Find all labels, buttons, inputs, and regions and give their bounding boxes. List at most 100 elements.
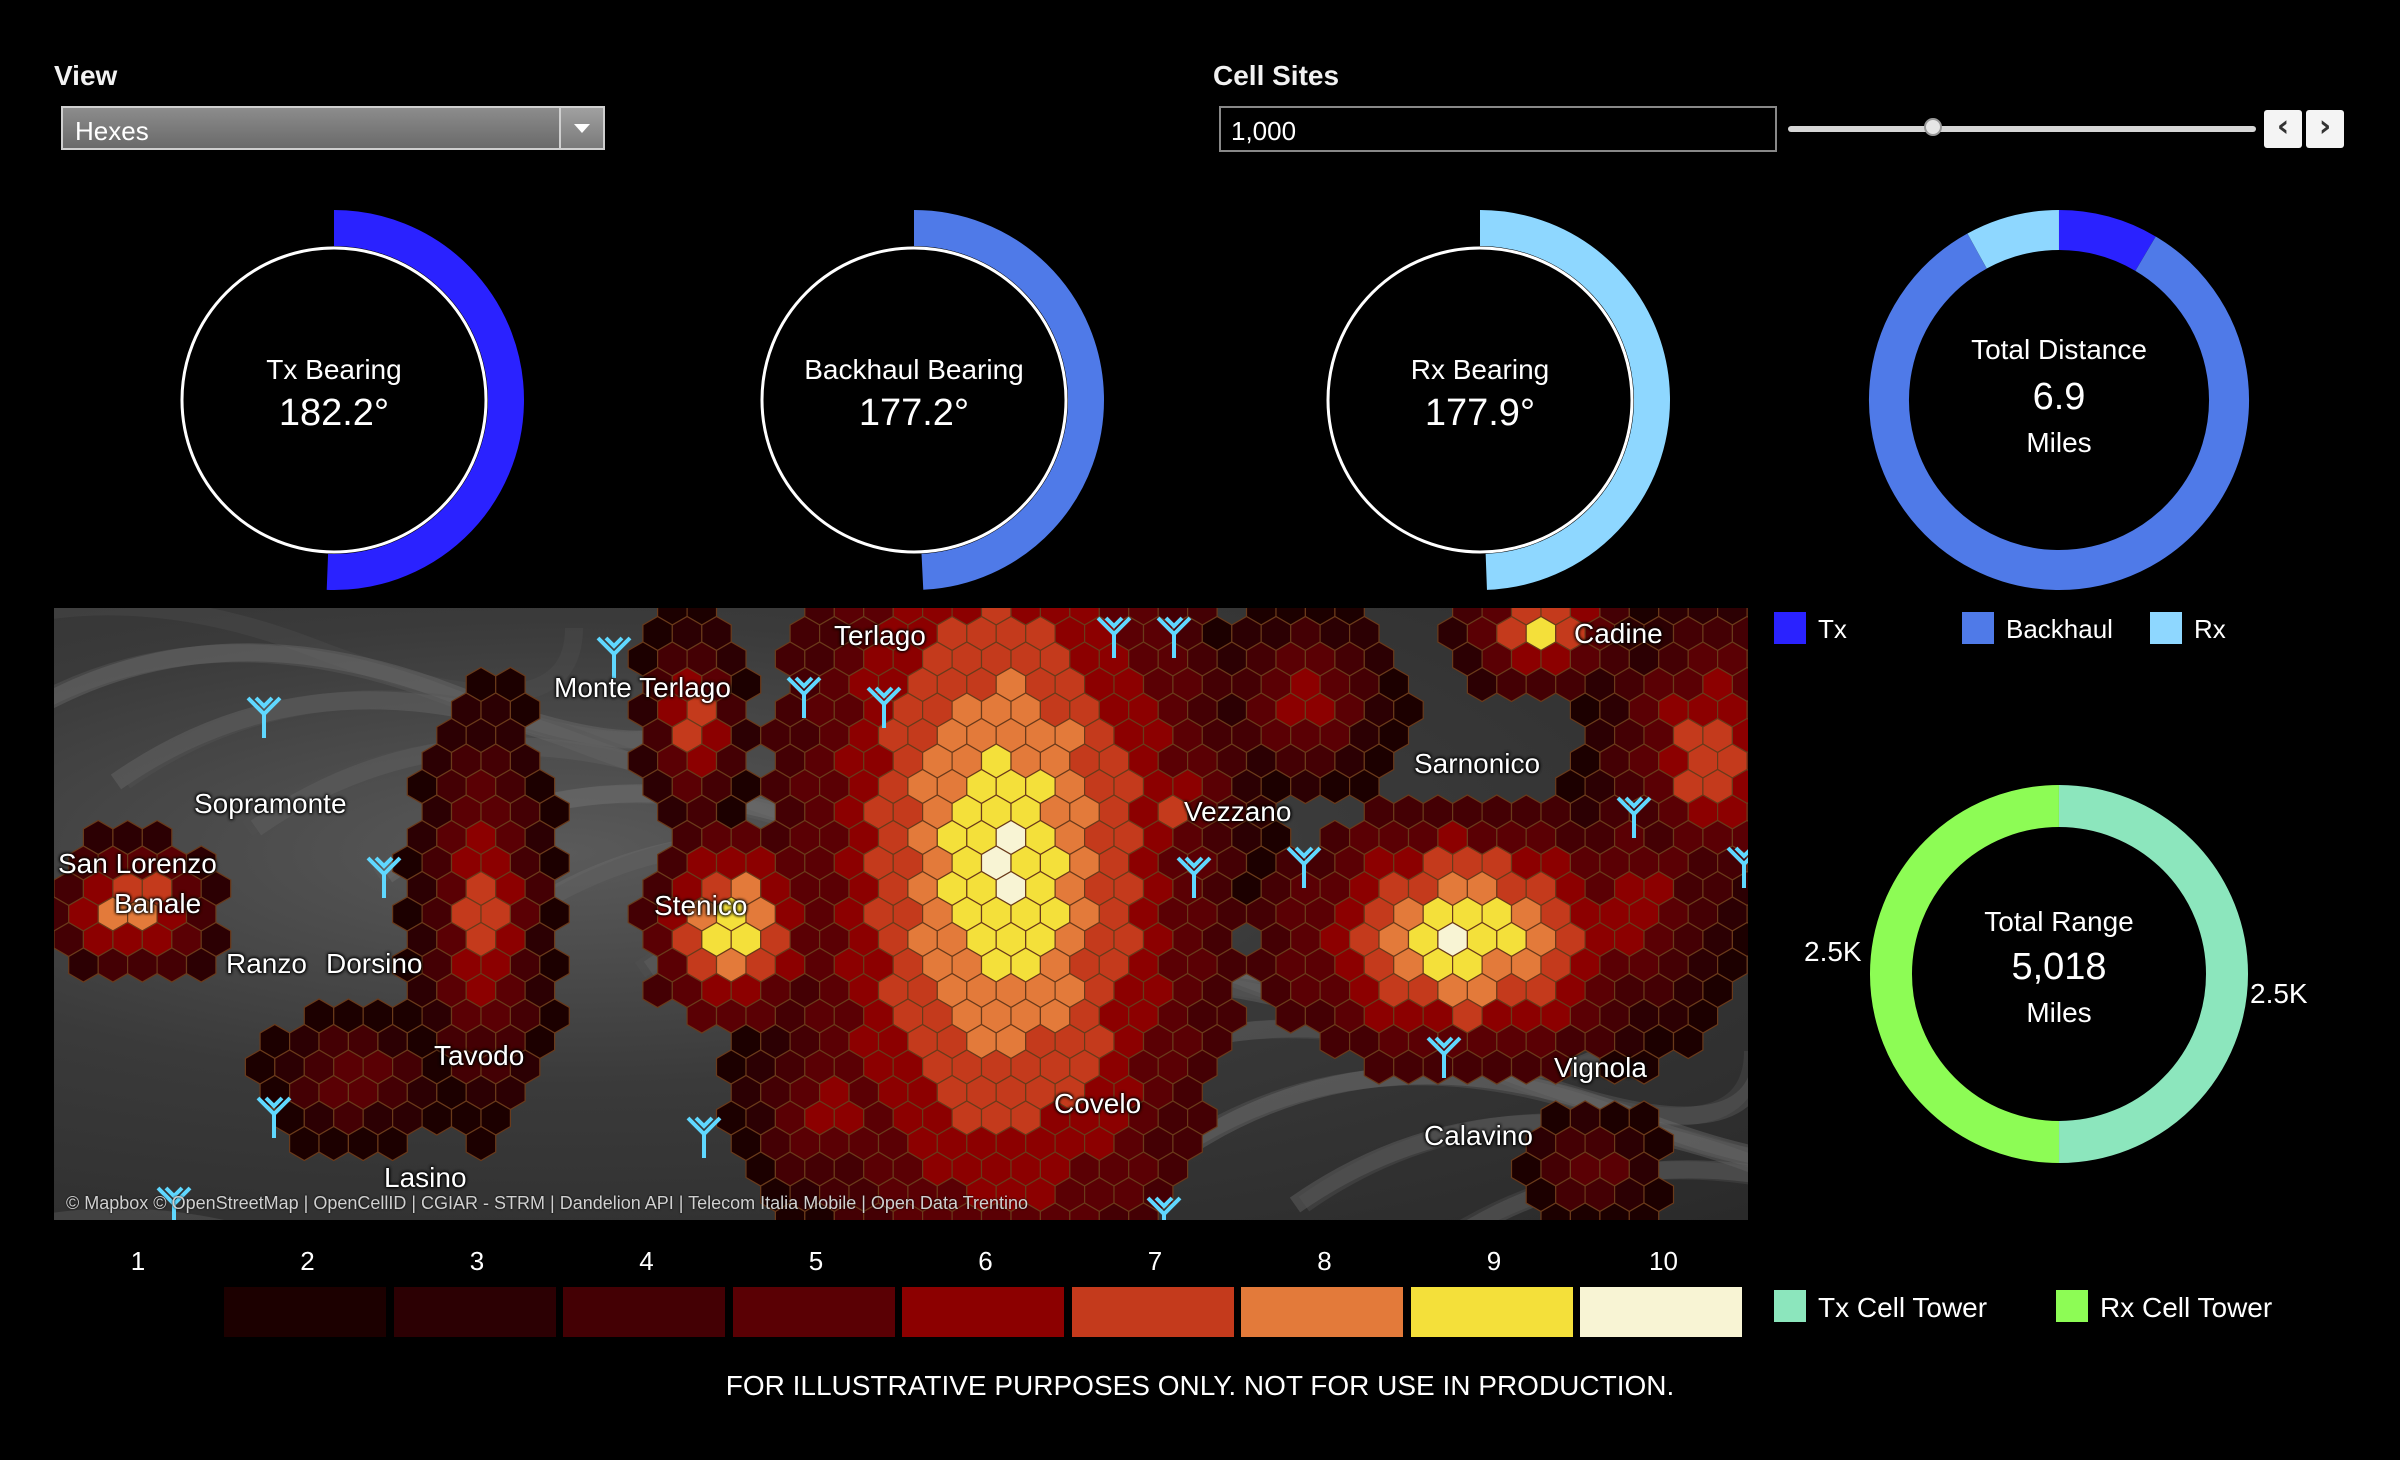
- scale-swatch: [902, 1287, 1064, 1337]
- hex-cell[interactable]: [980, 1202, 1012, 1220]
- hex-cell[interactable]: [951, 1202, 983, 1220]
- distance-segment: [1967, 210, 2060, 269]
- total-range-ring: [1870, 785, 2248, 1163]
- cell-tower-icon[interactable]: [1286, 846, 1322, 888]
- hex-cell[interactable]: [1098, 1202, 1130, 1220]
- place-label: Terlago: [834, 620, 926, 651]
- rx-bearing-value: 177.9°: [1424, 392, 1536, 434]
- hex-cell[interactable]: [1128, 1202, 1159, 1220]
- cell-tower-icon[interactable]: [686, 1116, 722, 1158]
- legend-label-tx: Tx: [1818, 614, 1847, 644]
- total-distance-readout: Total Distance 6.9 Miles: [1909, 334, 2209, 459]
- legend-label-rx: Rx: [2194, 614, 2226, 644]
- hex-cell[interactable]: [1010, 1202, 1042, 1220]
- cell-tower-icon[interactable]: [1616, 796, 1652, 838]
- view-select-value: Hexes: [75, 116, 149, 146]
- tx-bearing-readout: Tx Bearing 182.2°: [184, 354, 484, 435]
- cell-tower-icon[interactable]: [866, 686, 902, 728]
- chevron-left-icon[interactable]: ‹: [2264, 110, 2302, 148]
- tower-glyph: [1616, 796, 1652, 838]
- place-label: Cadine: [1574, 618, 1663, 649]
- map-attribution[interactable]: © Mapbox © OpenStreetMap | OpenCellID | …: [66, 1193, 1028, 1213]
- backhaul-bearing-title: Backhaul Bearing: [804, 354, 1024, 385]
- legend-label-tx-tower: Tx Cell Tower: [1818, 1292, 1988, 1323]
- cell-tower-icon[interactable]: [596, 636, 632, 678]
- cell-tower-icon[interactable]: [786, 676, 822, 718]
- tower-glyph: [246, 696, 282, 738]
- range-segment: [1870, 785, 2060, 1163]
- tower-glyph: [1286, 846, 1322, 888]
- hex-cell[interactable]: [804, 1202, 835, 1220]
- range-right-label: 2.5K: [2250, 978, 2308, 1009]
- hex-cell[interactable]: [1569, 1202, 1601, 1220]
- slider-thumb[interactable]: [1924, 118, 1943, 136]
- chevron-down-icon[interactable]: [559, 108, 603, 148]
- hex-cell[interactable]: [185, 947, 217, 983]
- legend-label-rx-tower: Rx Cell Tower: [2100, 1292, 2273, 1323]
- tower-glyph: [1726, 846, 1748, 888]
- tower-glyph: [786, 676, 822, 718]
- tower-glyph: [156, 1186, 192, 1220]
- cell-tower-icon[interactable]: [1426, 1036, 1462, 1078]
- cell-tower-icon[interactable]: [1096, 616, 1132, 658]
- distance-segment: [1869, 233, 2249, 590]
- cell-tower-icon[interactable]: [1146, 1196, 1182, 1220]
- hex-cell[interactable]: [863, 1202, 894, 1220]
- cell-tower-icon[interactable]: [366, 856, 402, 898]
- gauges-svg: [180, 210, 2249, 590]
- tower-glyph: [1146, 1196, 1182, 1220]
- rx-bearing-title: Rx Bearing: [1410, 354, 1550, 385]
- tower-glyph: [256, 1096, 292, 1138]
- hex-cell[interactable]: [833, 1202, 865, 1220]
- hex-cell[interactable]: [1039, 1202, 1071, 1220]
- hex-cell[interactable]: [465, 1125, 497, 1162]
- hex-cell[interactable]: [1672, 1023, 1704, 1060]
- cell-tower-icon[interactable]: [1156, 616, 1192, 658]
- cell-tower-icon[interactable]: [256, 1096, 292, 1138]
- hex-cell[interactable]: [774, 1202, 806, 1220]
- tower-glyph: [1426, 1036, 1462, 1078]
- cell-tower-icon[interactable]: [246, 696, 282, 738]
- hex-cell[interactable]: [1628, 1202, 1660, 1220]
- bearing-arc: [326, 210, 524, 590]
- backhaul-bearing-readout: Backhaul Bearing 177.2°: [764, 354, 1064, 435]
- chevron-right-icon[interactable]: ›: [2306, 110, 2344, 148]
- hex-cell[interactable]: [1069, 1202, 1100, 1220]
- cell-sites-slider[interactable]: [1788, 126, 2256, 132]
- disclaimer-footer: FOR ILLUSTRATIVE PURPOSES ONLY. NOT FOR …: [725, 1370, 1675, 1401]
- gauge-circle: [760, 246, 1068, 554]
- place-label: Sarnonico: [1414, 748, 1541, 779]
- hex-cell[interactable]: [1628, 1049, 1660, 1085]
- gauge-circle: [180, 246, 488, 554]
- scale-number: 7: [1147, 1246, 1163, 1276]
- hex-cell[interactable]: [892, 1202, 924, 1220]
- view-select[interactable]: Hexes: [61, 106, 605, 150]
- hex-cell[interactable]: [377, 1125, 408, 1162]
- range-left-label: 2.5K: [1804, 936, 1862, 967]
- place-label: Sopramonte: [194, 788, 347, 819]
- hex-map[interactable]: Monte Terlago San Lorenzo Dorsino Ranzo …: [54, 608, 1748, 1220]
- hex-cell[interactable]: [921, 1202, 953, 1220]
- hex-cell[interactable]: [1599, 1202, 1630, 1220]
- hex-cell[interactable]: [1540, 1049, 1572, 1085]
- tower-glyph: [366, 856, 402, 898]
- cell-tower-icon[interactable]: [156, 1186, 192, 1220]
- hex-cell[interactable]: [1540, 1202, 1572, 1220]
- terrain-ridge: [1289, 1114, 1748, 1213]
- cell-sites-value: 1,000: [1231, 116, 1297, 146]
- terrain-ridge: [54, 608, 583, 703]
- scale-swatch: [1410, 1287, 1573, 1337]
- tower-glyph: [1156, 616, 1192, 658]
- cell-sites-input[interactable]: 1,000: [1219, 106, 1777, 152]
- tx-bearing-gauge: [180, 210, 524, 590]
- tower-glyph: [686, 1116, 722, 1158]
- cell-tower-icon[interactable]: [1176, 856, 1212, 898]
- cell-tower-icon[interactable]: [1726, 846, 1748, 888]
- hex-map-svg[interactable]: [54, 608, 1748, 1220]
- place-label: Calavino: [1424, 1120, 1533, 1151]
- legend-swatch-tx-tower: [1774, 1290, 1806, 1322]
- scale-swatch: [732, 1287, 895, 1337]
- scale-swatch: [1580, 1287, 1742, 1337]
- tower-glyph: [1096, 616, 1132, 658]
- place-label: Ranzo: [226, 948, 307, 979]
